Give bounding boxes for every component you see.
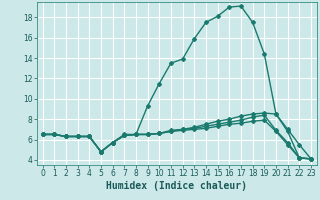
X-axis label: Humidex (Indice chaleur): Humidex (Indice chaleur) — [106, 181, 247, 191]
